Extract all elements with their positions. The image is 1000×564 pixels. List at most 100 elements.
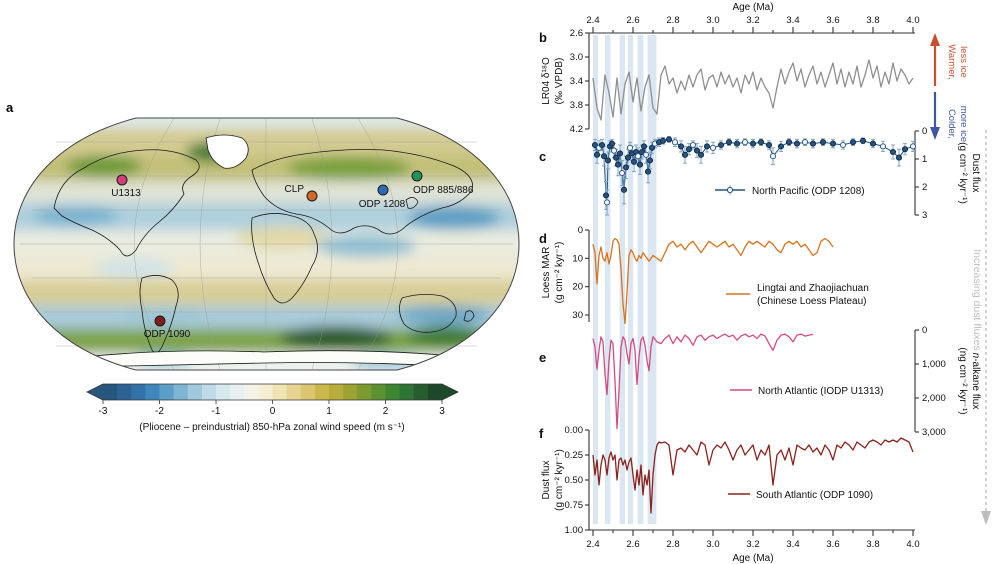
- panel-d-series-line: [592, 237, 834, 325]
- panel-c-marker: [634, 153, 642, 160]
- age-tick-top: 4.0: [906, 15, 919, 26]
- colorbar-tick-label: -3: [99, 406, 108, 417]
- age-tick-bottom: 3.8: [866, 539, 879, 550]
- panel-c-marker: [677, 143, 685, 150]
- colder-label-2: more ice: [958, 106, 969, 142]
- climate-annotation: Warmer, less ice Colder, more ice Increasing…: [930, 33, 991, 525]
- map-continents: [53, 149, 475, 354]
- panel-e-ytick: 0: [922, 325, 927, 336]
- panel-c-marker: [741, 139, 749, 146]
- panel-c-marker: [591, 141, 599, 149]
- colorbar-tick-label: 0: [270, 406, 276, 417]
- panel-c-marker: [648, 144, 656, 151]
- panel-c-marker: [644, 168, 652, 175]
- panel-f-ylabel-2: (g cm⁻² kyr⁻¹): [554, 449, 565, 511]
- panel-c-marker: [593, 151, 601, 158]
- panel-c-marker: [765, 141, 773, 149]
- age-axis-title-top: Age (Ma): [732, 2, 773, 13]
- colorbar-tick-label: 3: [439, 406, 445, 417]
- panel-c-marker: [630, 158, 638, 165]
- panel-c-marker: [598, 141, 606, 149]
- panel-f-ytick: 1.00: [565, 525, 584, 536]
- panel-c-marker: [685, 146, 693, 153]
- panel-b-ylabel-1: LR04 δ¹⁸O: [541, 57, 552, 105]
- colder-label-1: Colder,: [946, 109, 957, 139]
- panel-c-marker: [777, 143, 785, 150]
- panel-e-ytick: 3,000: [922, 427, 946, 438]
- age-tick-top: 3.8: [866, 15, 879, 26]
- map-greenland: [205, 134, 249, 169]
- age-tick-top: 2.4: [586, 15, 599, 26]
- legend-south-atlantic: South Atlantic (ODP 1090): [756, 490, 873, 501]
- panel-c-marker: [785, 139, 793, 146]
- panel-c-marker: [757, 139, 765, 146]
- panel-c-marker: [889, 148, 897, 156]
- panel-c-marker: [642, 151, 650, 158]
- panel-e-ytick: 1,000: [922, 359, 946, 370]
- panel-c-marker: [839, 141, 847, 149]
- age-tick-bottom: 4.0: [906, 539, 919, 550]
- panel-label-c: c: [539, 149, 546, 164]
- panel-c-marker: [646, 157, 654, 164]
- panel-c-marker: [636, 161, 644, 168]
- age-tick-top: 2.6: [626, 15, 639, 26]
- legend-loess-2: (Chinese Loess Plateau): [757, 296, 867, 307]
- age-tick-top: 3.4: [786, 15, 799, 26]
- increasing-dust-arrow-icon: [981, 511, 991, 525]
- site-label-odp-1208: ODP 1208: [359, 199, 406, 210]
- panel-c-marker: [717, 141, 725, 149]
- panel-c-marker: [616, 150, 624, 157]
- panel-c-marker: [901, 146, 909, 153]
- warmer-label-1: Warmer,: [946, 44, 957, 80]
- panel-c-ytick: 3: [922, 210, 927, 221]
- panel-c-marker: [681, 151, 689, 158]
- panel-e-ylabel-1: n-alkane flux: [970, 353, 981, 410]
- time-series-panels: 2.42.42.62.62.82.83.03.03.23.23.43.43.63…: [539, 2, 991, 564]
- increasing-dust-label: Increasing dust fluxes: [971, 249, 983, 351]
- panel-c-marker: [614, 161, 622, 168]
- panel-b-ytick: 3.4: [570, 76, 583, 87]
- site-dot-clp: [306, 190, 318, 202]
- warmer-arrow-icon: [930, 33, 940, 46]
- panel-c-marker: [895, 154, 903, 161]
- map-outline: [13, 117, 520, 371]
- panel-c-ylabel-2: (g cm⁻² kyr⁻¹): [957, 142, 968, 204]
- age-tick-top: 3.6: [826, 15, 839, 26]
- site-marker-u1313: U1313: [111, 174, 141, 199]
- panel-c-marker: [600, 153, 608, 160]
- panel-c-marker: [689, 141, 697, 149]
- site-label-odp-1090: ODP 1090: [144, 329, 191, 340]
- panel-e-ylabel-2: (ng cm⁻² kyr⁻¹): [957, 347, 968, 414]
- panel-label-b: b: [539, 30, 547, 45]
- panel-c-marker: [665, 136, 673, 143]
- site-label-clp: CLP: [285, 184, 305, 195]
- panel-c-marker: [610, 147, 618, 154]
- panel-c-marker: [697, 151, 705, 158]
- legend-loess-1: Lingtai and Zhaojiachuan: [757, 283, 869, 294]
- colorbar-tick-label: -2: [155, 406, 164, 417]
- colorbar-tick-label: -1: [212, 406, 221, 417]
- age-tick-bottom: 3.2: [746, 539, 759, 550]
- panel-c-marker: [801, 139, 809, 146]
- panel-c-marker: [693, 147, 701, 154]
- panel-c-marker: [604, 157, 612, 164]
- panel-c-marker: [602, 192, 610, 199]
- panel-c-marker: [703, 143, 711, 150]
- panel-d-ylabel-1: Loess MAR: [541, 247, 552, 299]
- panel-b-series-line: [592, 59, 914, 121]
- panel-e-series-line: [592, 333, 814, 430]
- panel-d-ylabel-2: (g cm⁻² kyr⁻¹): [554, 242, 565, 304]
- panel-c-marker: [879, 143, 887, 150]
- panel-b-ytick: 4.2: [570, 124, 583, 135]
- site-dot-u1313: [116, 174, 128, 186]
- panel-c-marker: [793, 140, 801, 147]
- panel-c-axis: 0 1 2 3 Dust flux(g cm⁻² kyr⁻¹): [914, 126, 981, 221]
- panel-c-marker: [640, 143, 648, 150]
- panel-b-ytick: 3.8: [570, 100, 583, 111]
- panel-c-marker: [869, 140, 877, 147]
- site-marker-clp: CLP: [285, 184, 318, 202]
- panel-c-marker: [809, 140, 817, 147]
- legend-north-pacific: North Pacific (ODP 1208): [752, 186, 865, 197]
- panel-d-axis: 0 10 20 30 Loess MAR (g cm⁻² kyr⁻¹): [541, 225, 590, 322]
- panel-label-d: d: [539, 231, 547, 246]
